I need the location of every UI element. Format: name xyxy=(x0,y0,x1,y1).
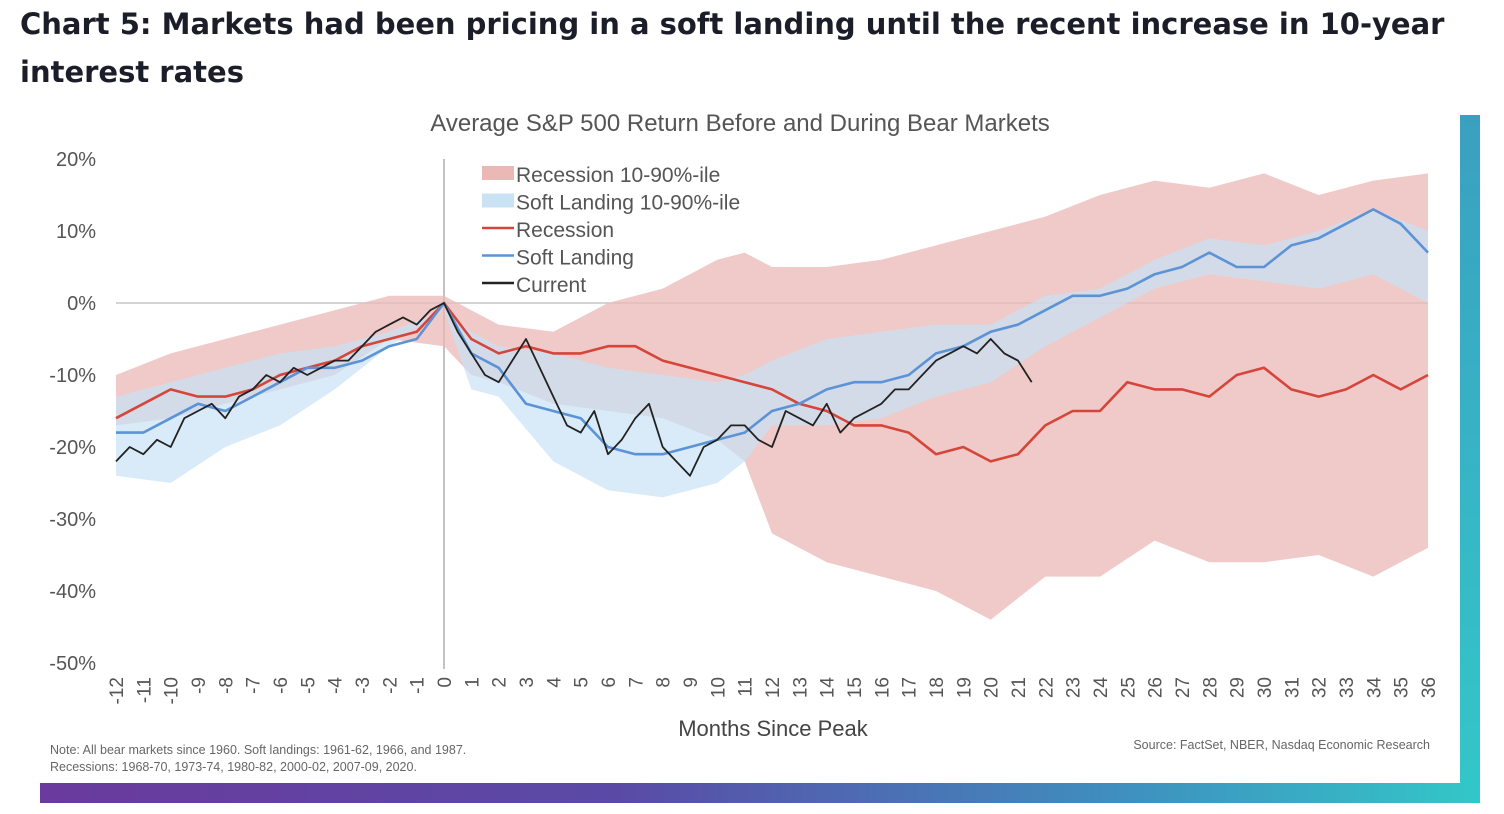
page-heading: Chart 5: Markets had been pricing in a s… xyxy=(20,7,1445,89)
x-tick-label: 19 xyxy=(954,677,975,698)
x-tick-label: -1 xyxy=(408,677,429,694)
x-tick-label: 4 xyxy=(544,677,565,688)
x-tick-label: 21 xyxy=(1009,677,1030,698)
x-tick-label: 18 xyxy=(927,677,948,698)
legend-item-current: Current xyxy=(516,274,586,297)
x-tick-label: 17 xyxy=(900,677,921,698)
x-tick-label: 33 xyxy=(1337,677,1358,698)
x-tick-label: 7 xyxy=(626,677,647,688)
x-tick-label: 16 xyxy=(872,677,893,698)
band-layer xyxy=(116,173,1428,620)
y-tick-label: -10% xyxy=(49,365,96,387)
x-tick-label: -6 xyxy=(271,677,292,694)
x-tick-label: 36 xyxy=(1419,677,1440,698)
x-tick-label: 0 xyxy=(435,677,456,688)
y-tick-label: -40% xyxy=(49,581,96,603)
series-line-soft-landing xyxy=(116,208,1429,456)
x-tick-label: 6 xyxy=(599,677,620,688)
legend-item-recession-band-swatch xyxy=(482,166,514,180)
y-tick-label: 10% xyxy=(56,221,96,243)
x-tick-label: 5 xyxy=(572,677,593,688)
legend-item-soft-band: Soft Landing 10-90%-ile xyxy=(516,192,740,215)
x-tick-label: -12 xyxy=(107,677,128,704)
chart-title: Average S&P 500 Return Before and During… xyxy=(430,110,1049,137)
x-tick-label: 29 xyxy=(1228,677,1249,698)
x-tick-label: -2 xyxy=(380,677,401,694)
y-tick-label: -20% xyxy=(49,437,96,459)
legend: Recession 10-90%-ile Soft Landing 10-90%-… xyxy=(482,164,740,297)
x-tick-label: 15 xyxy=(845,677,866,698)
x-tick-label: 3 xyxy=(517,677,538,688)
x-tick-label: -7 xyxy=(244,677,265,694)
line-layer xyxy=(115,208,1429,477)
x-tick-label: -5 xyxy=(298,677,319,694)
legend-item-recession-band: Recession 10-90%-ile xyxy=(516,164,720,187)
x-tick-label: 24 xyxy=(1091,677,1112,699)
x-tick-label: -3 xyxy=(353,677,374,694)
x-tick-label: 27 xyxy=(1173,677,1194,698)
x-tick-label: -8 xyxy=(216,677,237,694)
x-tick-label: -10 xyxy=(162,677,183,704)
legend-item-recession: Recession xyxy=(516,219,614,242)
x-tick-label: 10 xyxy=(708,677,729,698)
frame-accent-bottom xyxy=(40,783,1480,803)
x-axis: -12 -11 -10 -9 -8 -7 -6 -5 -4 -3 -2 -1 0 1 2 3 4 5 6 7 8 9 10 1… xyxy=(107,677,1440,705)
x-tick-label: 22 xyxy=(1036,677,1057,698)
frame-accent-right xyxy=(1460,115,1480,803)
x-tick-label: -9 xyxy=(189,677,210,694)
x-tick-label: 23 xyxy=(1064,677,1085,698)
y-tick-label: 20% xyxy=(56,149,96,171)
x-tick-label: 34 xyxy=(1364,677,1385,699)
chart-note: Note: All bear markets since 1960. Soft … xyxy=(50,743,466,757)
series-line-current xyxy=(115,302,1033,477)
x-tick-label: 28 xyxy=(1200,677,1221,698)
y-axis: 20% 10% 0% -10% -20% -30% -40% -50% xyxy=(49,149,96,675)
x-tick-label: 13 xyxy=(790,677,811,698)
chart-note-2: Recessions: 1968-70, 1973-74, 1980-82, 2… xyxy=(50,760,417,774)
chart-card: Average S&P 500 Return Before and During… xyxy=(20,95,1460,783)
x-axis-label: Months Since Peak xyxy=(678,716,869,741)
x-tick-label: 1 xyxy=(462,677,483,688)
y-tick-label: -50% xyxy=(49,653,96,675)
x-tick-label: 11 xyxy=(736,677,757,697)
chart-source: Source: FactSet, NBER, Nasdaq Economic R… xyxy=(1133,738,1430,752)
y-tick-label: 0% xyxy=(67,293,96,315)
x-tick-label: 26 xyxy=(1146,677,1167,698)
x-tick-label: 20 xyxy=(982,677,1003,698)
x-tick-label: 25 xyxy=(1118,677,1139,698)
chart-svg: Average S&P 500 Return Before and During… xyxy=(49,110,1440,774)
x-tick-label: 8 xyxy=(654,677,675,688)
x-tick-label: 12 xyxy=(763,677,784,698)
x-tick-label: 2 xyxy=(490,677,511,688)
y-tick-label: -30% xyxy=(49,509,96,531)
x-tick-label: 30 xyxy=(1255,677,1276,698)
x-tick-label: 32 xyxy=(1310,677,1331,698)
x-tick-label: 31 xyxy=(1282,677,1303,698)
x-tick-label: -4 xyxy=(326,677,347,694)
x-tick-label: 35 xyxy=(1392,677,1413,698)
x-tick-label: 14 xyxy=(818,677,839,699)
legend-item-soft-landing: Soft Landing xyxy=(516,247,634,270)
x-tick-label: 9 xyxy=(681,677,702,688)
x-tick-label: -11 xyxy=(134,677,155,703)
legend-item-soft-band-swatch xyxy=(482,193,514,208)
